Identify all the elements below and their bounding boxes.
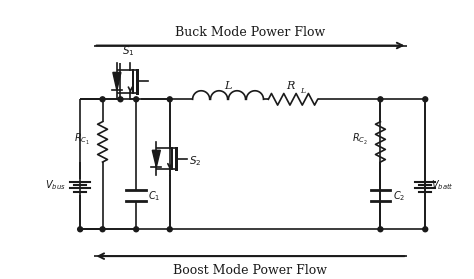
Text: Buck Mode Power Flow: Buck Mode Power Flow (175, 26, 326, 39)
Text: $R_{C_1}$: $R_{C_1}$ (74, 132, 90, 147)
Text: $R_{C_2}$: $R_{C_2}$ (352, 132, 368, 147)
Polygon shape (152, 150, 160, 167)
Text: $S_2$: $S_2$ (189, 154, 201, 168)
Circle shape (100, 97, 105, 102)
Circle shape (167, 227, 172, 232)
Circle shape (134, 227, 138, 232)
Text: $C_2$: $C_2$ (392, 189, 405, 203)
Text: Boost Mode Power Flow: Boost Mode Power Flow (173, 264, 328, 277)
Text: $S_1$: $S_1$ (122, 44, 134, 58)
Text: R: R (287, 81, 295, 91)
Circle shape (167, 97, 172, 102)
Circle shape (423, 97, 428, 102)
Text: $V_{bus}$: $V_{bus}$ (45, 178, 66, 192)
Polygon shape (113, 73, 121, 90)
Circle shape (378, 227, 383, 232)
Circle shape (118, 97, 123, 102)
Text: L: L (301, 87, 305, 95)
Circle shape (378, 97, 383, 102)
Circle shape (423, 227, 428, 232)
Text: L: L (224, 81, 232, 91)
Circle shape (134, 97, 138, 102)
Circle shape (100, 227, 105, 232)
Circle shape (78, 227, 82, 232)
Text: $C_1$: $C_1$ (148, 189, 161, 203)
Text: $V_{batt}$: $V_{batt}$ (430, 178, 453, 192)
